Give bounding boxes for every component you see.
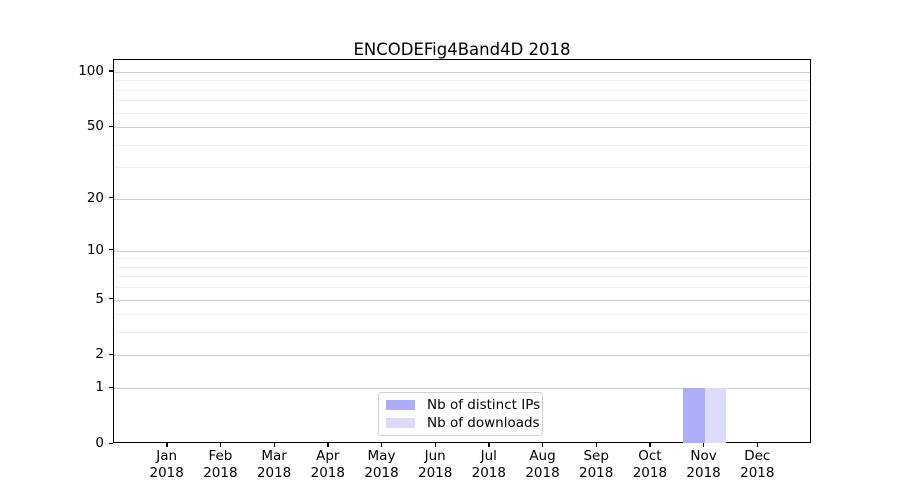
y-axis-tick: [109, 70, 113, 72]
minor-gridline: [114, 276, 810, 278]
y-tick-label: 2: [95, 346, 104, 363]
minor-gridline: [114, 80, 810, 82]
x-axis-tick: [542, 443, 544, 447]
major-gridline: [114, 250, 810, 252]
major-gridline: [114, 388, 810, 390]
major-gridline: [114, 71, 810, 73]
x-tick-label: Mar 2018: [256, 448, 292, 481]
x-tick-label: Jun 2018: [418, 448, 453, 481]
y-tick-label: 100: [78, 62, 104, 79]
x-axis-tick: [595, 443, 598, 447]
legend-item-downloads: Nb of downloads: [386, 414, 542, 431]
x-tick-label: Jan 2018: [149, 448, 184, 481]
minor-gridline: [114, 100, 810, 102]
major-gridline: [114, 198, 810, 200]
y-axis-tick: [109, 298, 113, 300]
legend-swatch-downloads-icon: [386, 418, 415, 428]
plot-area: [113, 59, 811, 443]
x-axis-tick: [488, 443, 490, 447]
y-tick-label: 5: [95, 290, 104, 307]
x-tick-label: Nov 2018: [686, 448, 721, 481]
major-gridline: [114, 299, 810, 301]
x-tick-label: Jul 2018: [471, 448, 506, 481]
y-tick-label: 1: [95, 379, 104, 396]
x-tick-label: Dec 2018: [740, 448, 775, 481]
x-axis-tick: [166, 443, 168, 447]
y-axis-tick: [109, 249, 113, 251]
y-tick-label: 10: [86, 241, 104, 258]
y-axis-tick: [109, 386, 113, 388]
minor-gridline: [114, 258, 810, 260]
x-tick-label: Apr 2018: [310, 448, 345, 481]
bar-distinct-ips: [683, 388, 705, 443]
y-axis-tick: [109, 353, 113, 356]
x-axis-tick: [381, 443, 383, 447]
minor-gridline: [114, 144, 810, 146]
x-axis-tick: [649, 443, 651, 447]
minor-gridline: [114, 112, 810, 114]
y-axis-tick: [109, 442, 113, 444]
minor-gridline: [114, 287, 810, 289]
bar-downloads: [704, 388, 727, 443]
x-tick-label: Aug 2018: [525, 448, 560, 481]
x-axis-tick: [327, 443, 329, 447]
minor-gridline: [114, 89, 810, 91]
minor-gridline: [114, 332, 810, 334]
y-axis-tick: [109, 125, 113, 127]
legend-swatch-distinct-ips-icon: [386, 400, 415, 410]
x-tick-label: May 2018: [364, 448, 399, 481]
x-tick-label: Sep 2018: [579, 448, 614, 481]
legend: Nb of distinct IPs Nb of downloads: [378, 392, 543, 436]
x-axis-tick: [703, 443, 705, 447]
x-axis-tick: [219, 443, 222, 447]
x-axis-tick: [756, 443, 759, 447]
x-tick-label: Oct 2018: [632, 448, 668, 481]
major-gridline: [114, 355, 810, 357]
legend-label-distinct-ips: Nb of distinct IPs: [427, 396, 541, 413]
x-axis-tick: [434, 443, 437, 447]
chart-title: ENCODEFig4Band4D 2018: [353, 40, 571, 59]
y-tick-label: 0: [95, 435, 104, 451]
legend-label-downloads: Nb of downloads: [427, 414, 540, 431]
major-gridline: [114, 127, 810, 128]
y-axis-tick: [109, 197, 113, 199]
x-tick-label: Feb 2018: [203, 448, 238, 481]
minor-gridline: [114, 266, 810, 268]
y-tick-label: 20: [86, 189, 104, 206]
minor-gridline: [114, 167, 810, 169]
legend-item-distinct-ips: Nb of distinct IPs: [386, 396, 542, 413]
x-axis-tick: [273, 443, 275, 447]
y-tick-label: 50: [86, 118, 104, 134]
minor-gridline: [114, 314, 810, 316]
